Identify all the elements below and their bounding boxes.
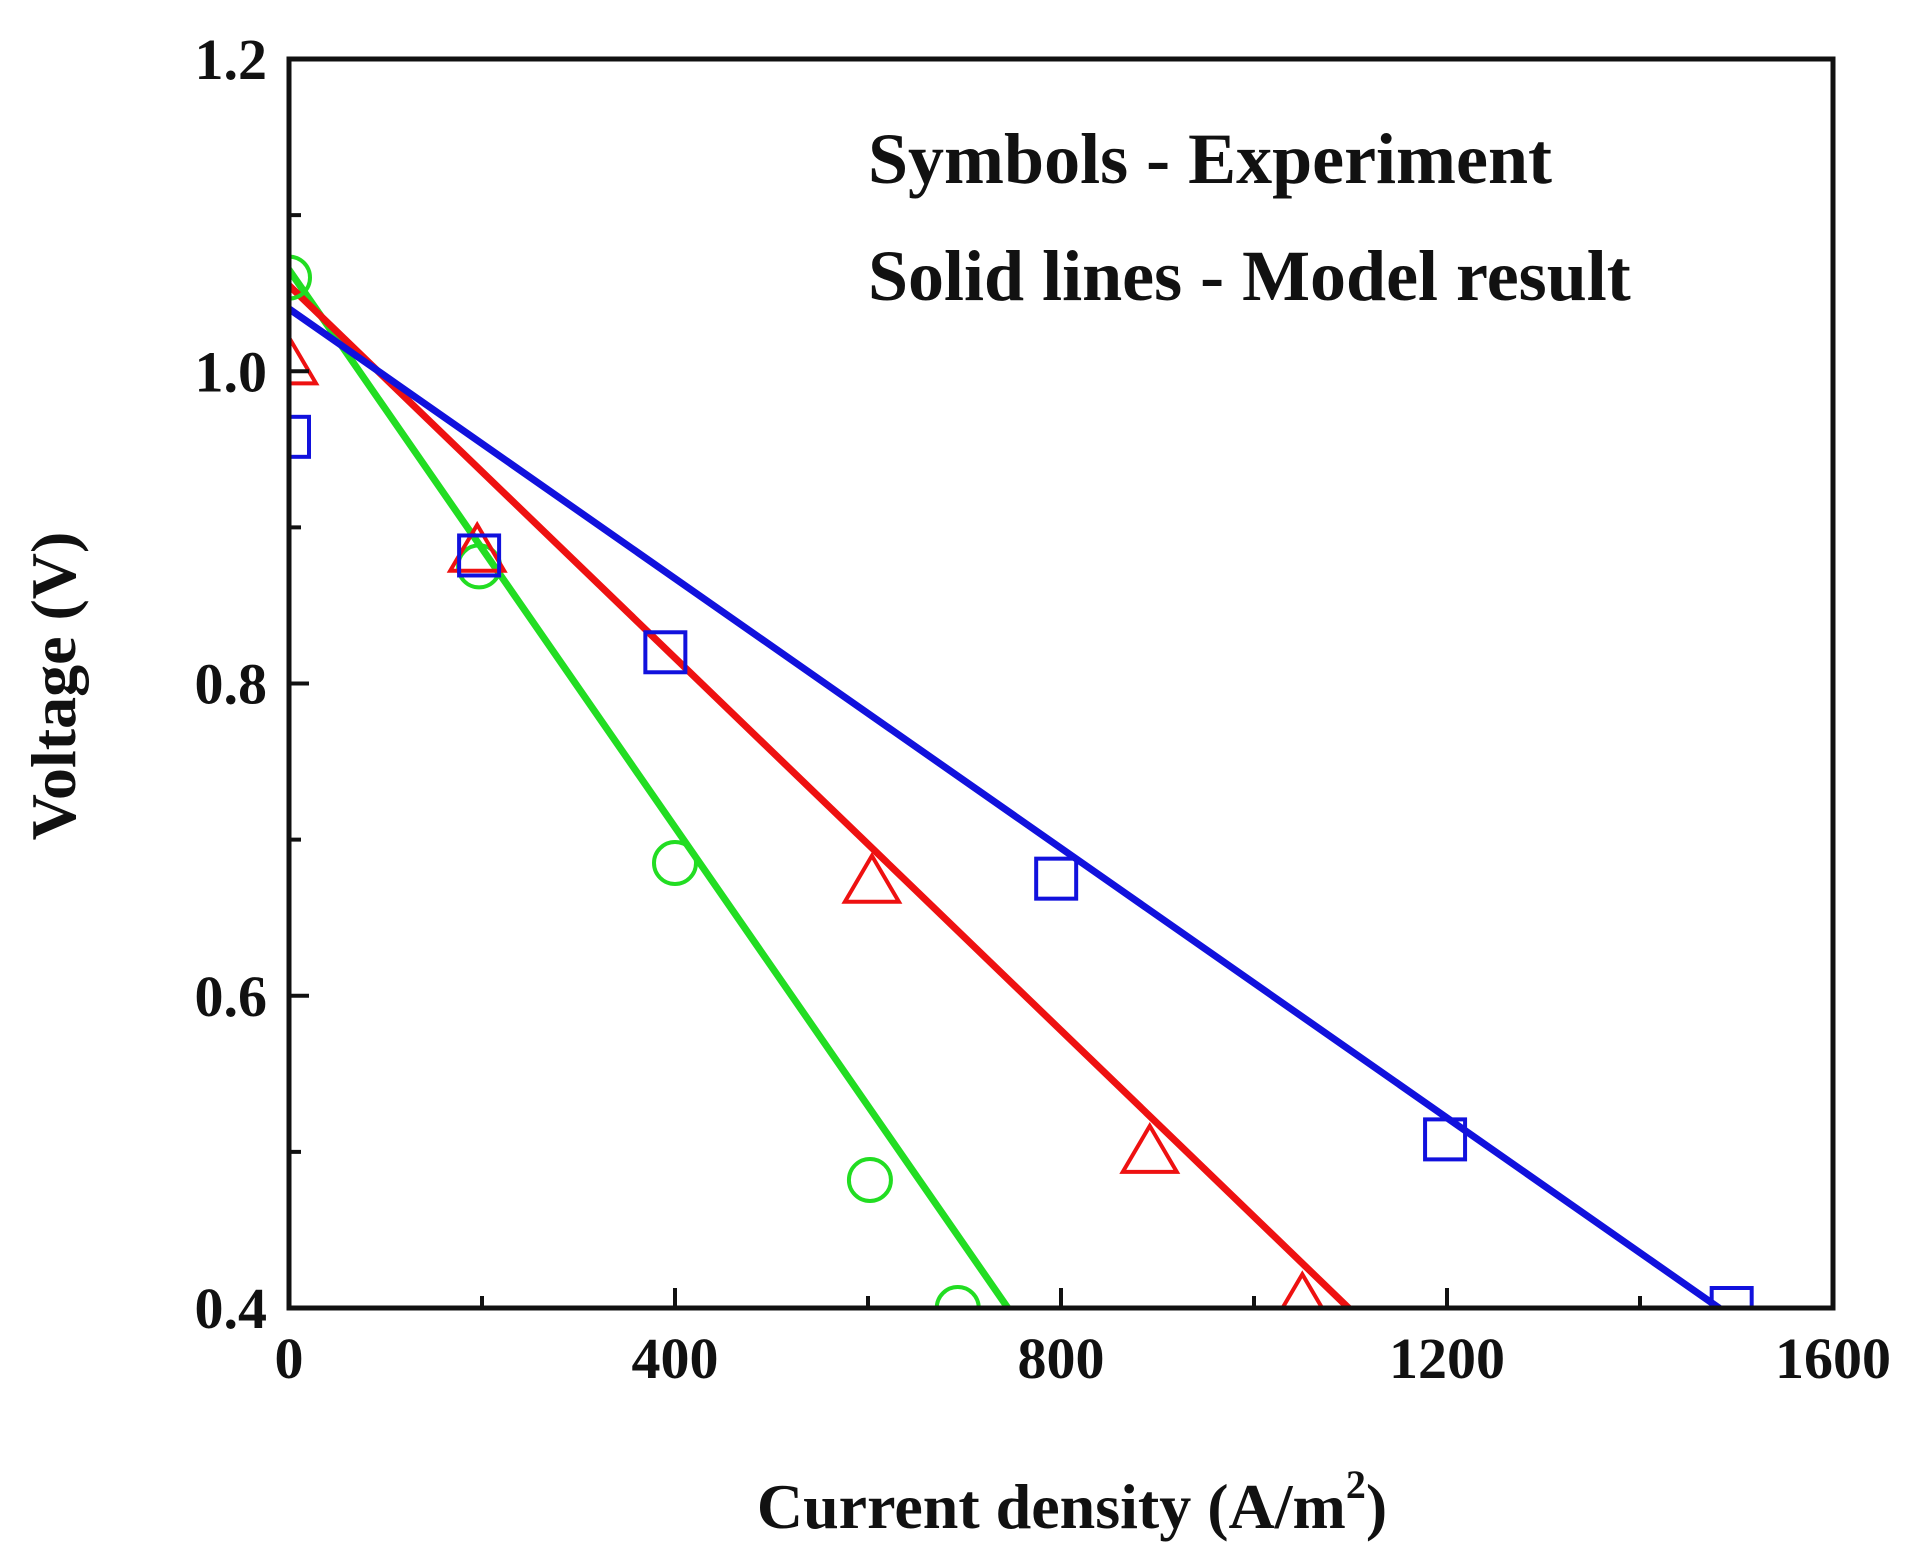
- y-tick-labels: 0.4 0.6 0.8 1.0 1.2: [195, 27, 268, 1341]
- y-axis-label: Voltage (V): [18, 532, 89, 841]
- x-axis-label: Current density (A/m2): [757, 1462, 1387, 1542]
- marker-red-triangle: [446, 520, 508, 573]
- marker-blue-square: [457, 533, 502, 578]
- marker-green-circle: [934, 1285, 981, 1308]
- annotation-symbols: Symbols - Experiment: [868, 119, 1552, 199]
- x-axis-label-main: Current density (A/m: [757, 1471, 1346, 1542]
- y-tick-label: 0.4: [195, 1276, 268, 1341]
- model-lines: [289, 266, 1723, 1308]
- y-tick-label: 1.0: [195, 339, 268, 404]
- marker-red-triangle: [1119, 1121, 1181, 1174]
- x-tick-label: 1600: [1775, 1326, 1891, 1391]
- marker-red-triangle: [1280, 1270, 1325, 1308]
- marker-blue-square: [643, 630, 688, 675]
- x-tick-label: 1200: [1389, 1326, 1505, 1391]
- marker-green-circle: [652, 840, 698, 887]
- y-tick-label: 0.8: [195, 652, 268, 717]
- model-line-blue: [289, 305, 1723, 1308]
- annotation-lines: Solid lines - Model result: [868, 236, 1631, 316]
- x-axis-label-close: ): [1366, 1471, 1387, 1542]
- data-markers: [289, 254, 1754, 1308]
- marker-green-circle: [846, 1156, 893, 1203]
- marker-blue-square: [1034, 856, 1079, 901]
- y-tick-label: 0.6: [195, 964, 268, 1029]
- marker-red-triangle: [289, 333, 320, 386]
- marker-red-triangle: [841, 851, 903, 904]
- x-tick-label: 400: [632, 1326, 719, 1391]
- x-axis-label-superscript: 2: [1346, 1462, 1366, 1507]
- model-line-red: [289, 281, 1353, 1308]
- x-tick-label: 0: [275, 1326, 304, 1391]
- model-line-green: [289, 266, 1012, 1308]
- marker-blue-square: [1423, 1117, 1468, 1162]
- marker-blue-square: [1709, 1286, 1754, 1308]
- axis-ticks: [287, 57, 1835, 1310]
- x-tick-labels: 0 400 800 1200 1600: [275, 1326, 1892, 1391]
- marker-blue-square: [289, 414, 311, 459]
- marker-green-circle: [289, 254, 312, 301]
- y-tick-label: 1.2: [195, 27, 268, 92]
- x-tick-label: 800: [1018, 1326, 1105, 1391]
